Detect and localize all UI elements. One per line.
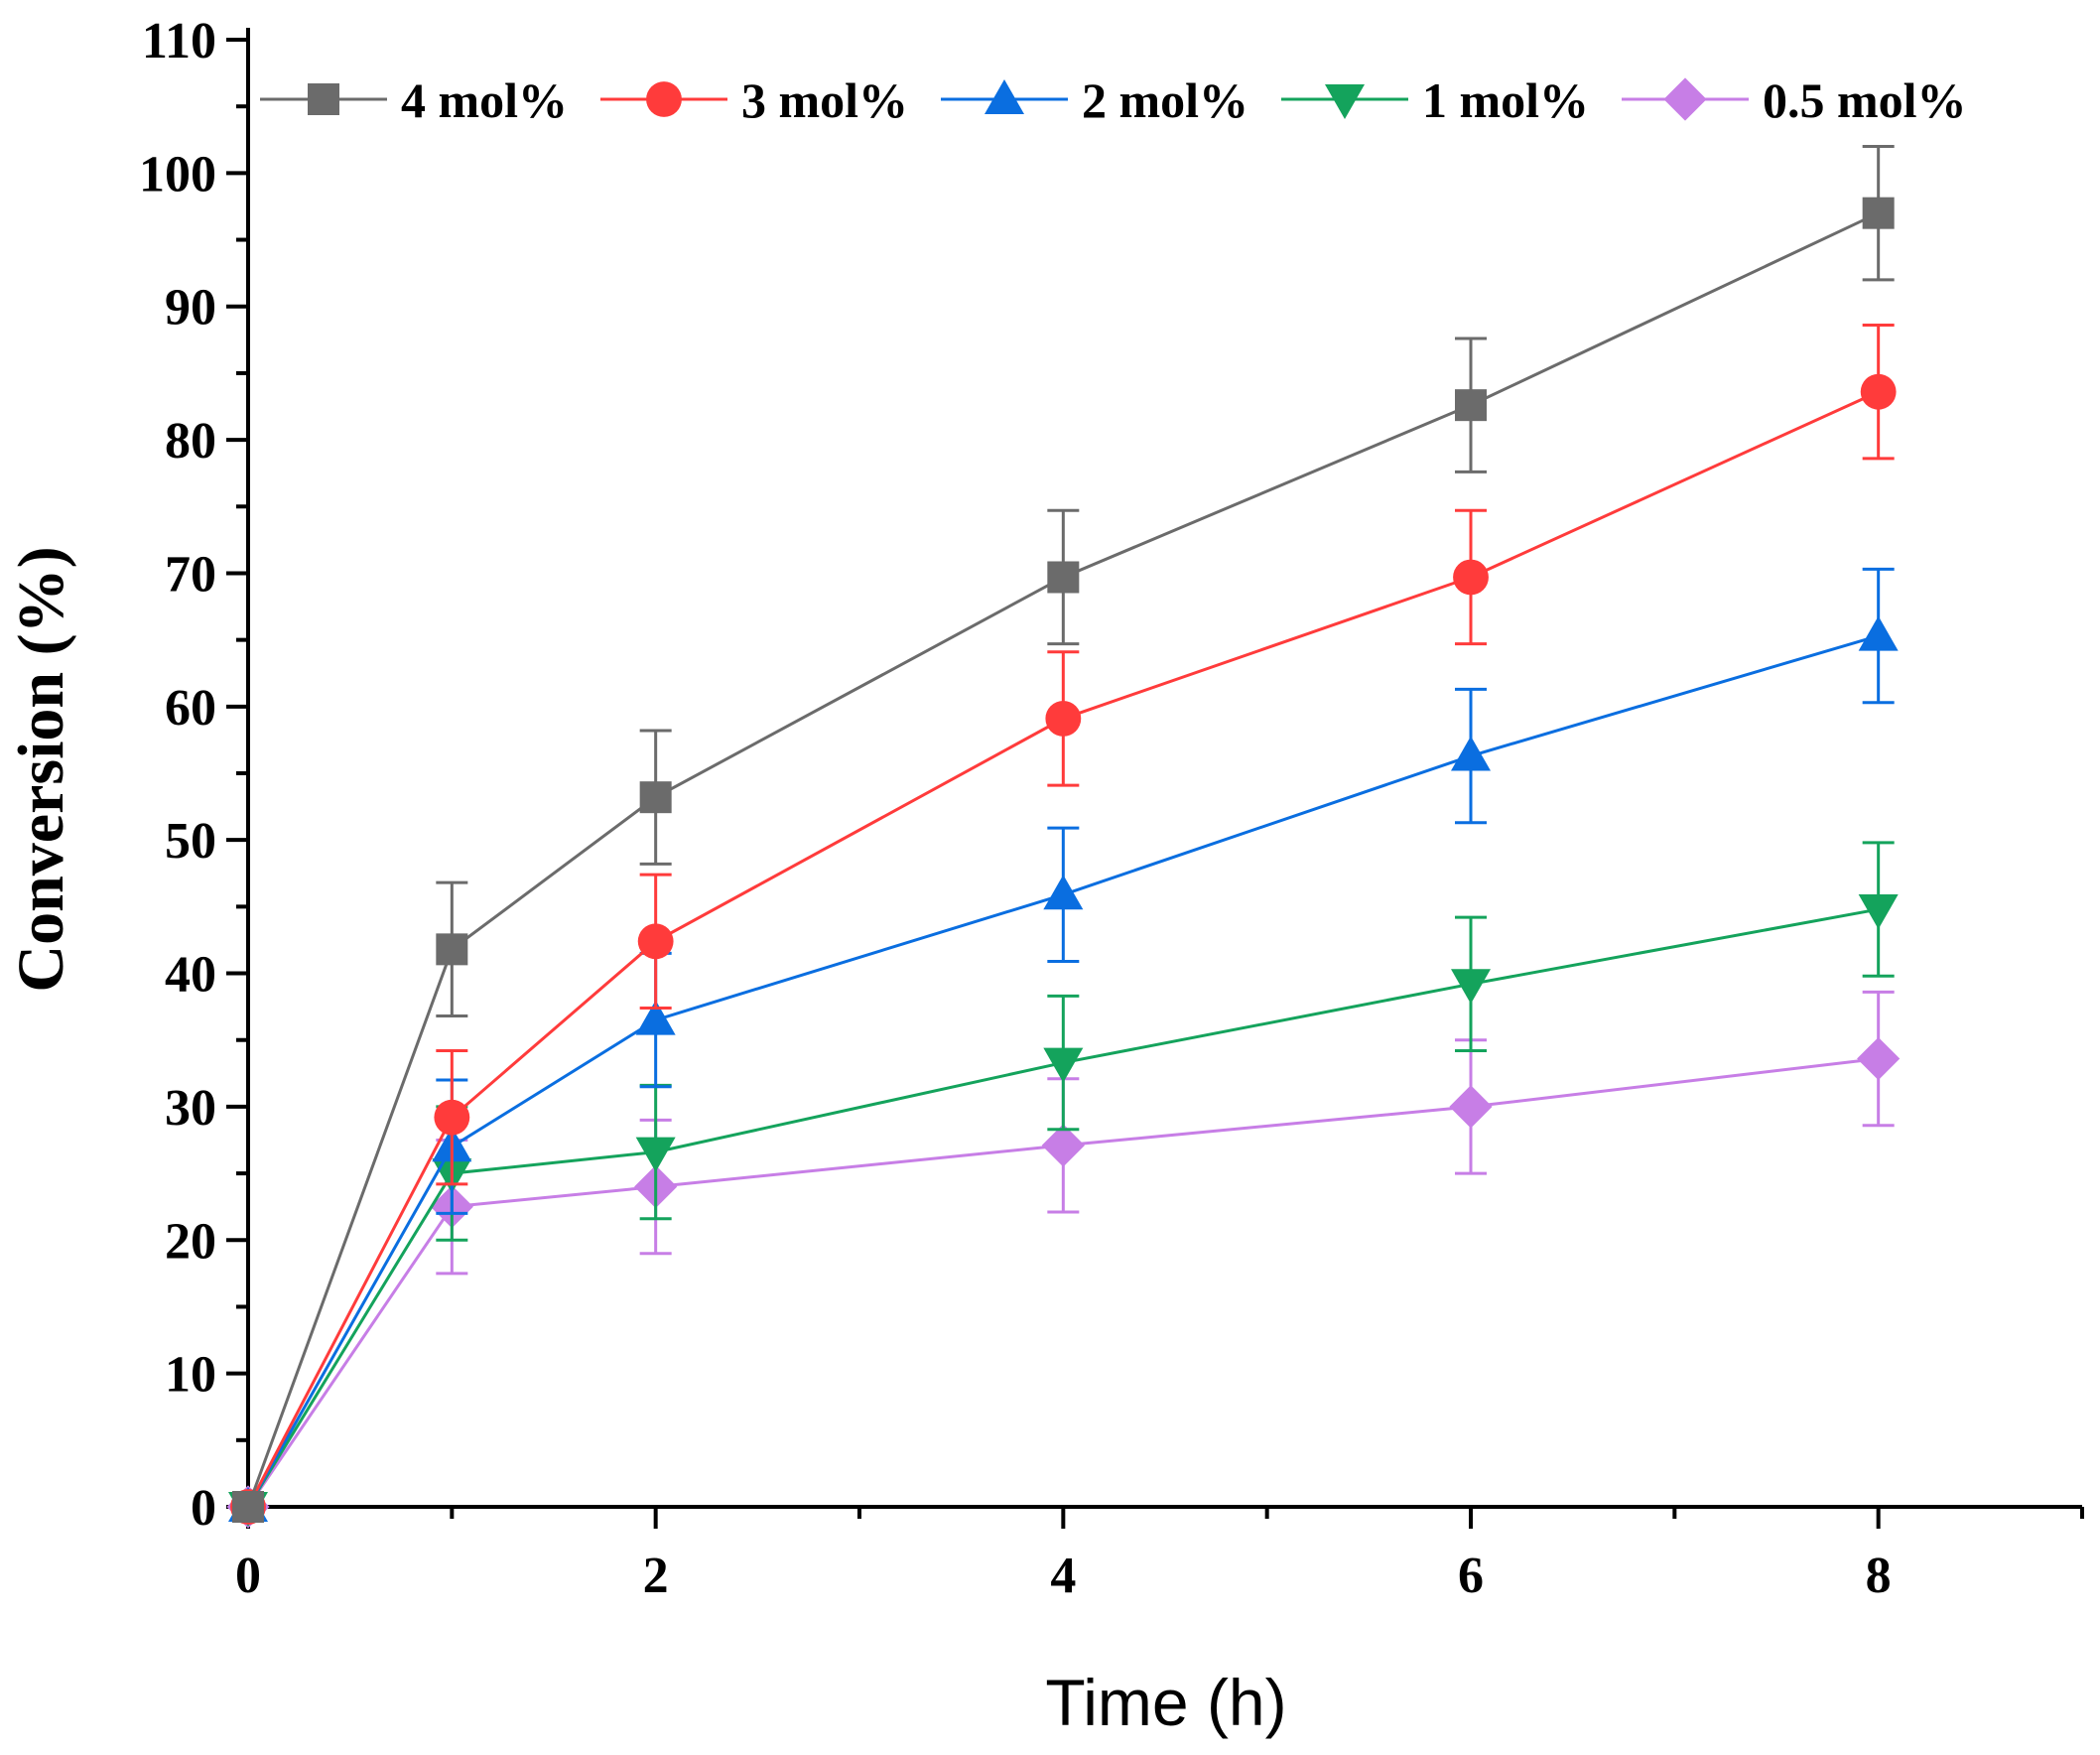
y-tick-label: 100: [139, 146, 216, 202]
y-tick-label: 90: [165, 280, 216, 337]
x-tick-label: 4: [1050, 1548, 1076, 1604]
data-point: [1453, 559, 1489, 596]
data-point: [1862, 197, 1895, 229]
y-tick-label: 70: [165, 546, 216, 603]
data-point: [1860, 373, 1897, 410]
data-point: [1858, 894, 1899, 930]
data-point: [1047, 561, 1080, 594]
y-tick-label: 10: [165, 1347, 216, 1404]
y-tick-labels: 0 10 20 30 40 50 60 70 80 90 100 110: [139, 13, 216, 1537]
data-point: [639, 781, 672, 814]
data-point: [1449, 1085, 1493, 1129]
data-point: [1043, 875, 1084, 910]
series-line: [246, 390, 1880, 1508]
legend-label: 2 mol%: [1082, 72, 1248, 128]
y-tick-label: 110: [142, 13, 216, 69]
x-axis-title: Time (h): [1045, 1666, 1286, 1739]
data-point: [1451, 736, 1491, 771]
data-point: [1041, 1124, 1085, 1167]
legend-label: 3 mol%: [741, 72, 908, 128]
legend-item: 0.5 mol%: [1622, 72, 1967, 128]
data-point: [1857, 1036, 1901, 1081]
legend: 4 mol% 3 mol% 2 mol% 1 mol% 0.5 mol%: [260, 72, 1967, 128]
data-point: [1858, 615, 1899, 651]
legend-label: 0.5 mol%: [1763, 72, 1967, 128]
data-point: [436, 933, 468, 966]
y-tick-label: 80: [165, 413, 216, 470]
series-line: [246, 907, 1879, 1508]
x-tick-label: 0: [235, 1548, 261, 1604]
series-4-mol-: [232, 144, 1895, 1523]
plot-area: [226, 144, 1901, 1529]
series-line: [246, 211, 1880, 1508]
y-tick-label: 0: [191, 1480, 216, 1537]
data-point: [308, 83, 339, 115]
x-tick-label: 8: [1866, 1548, 1892, 1604]
data-point: [434, 1099, 470, 1136]
legend-item: 3 mol%: [600, 72, 908, 128]
data-point: [1455, 389, 1487, 422]
data-point: [1663, 77, 1707, 121]
data-point: [1045, 700, 1082, 737]
x-tick-label: 2: [643, 1548, 669, 1604]
y-tick-label: 20: [165, 1213, 216, 1270]
y-tick-label: 40: [165, 947, 216, 1004]
data-point: [1451, 969, 1491, 1005]
legend-label: 1 mol%: [1422, 72, 1589, 128]
series-line: [246, 634, 1880, 1508]
data-point: [635, 1000, 676, 1035]
legend-item: 2 mol%: [941, 72, 1248, 128]
series-line: [246, 1057, 1879, 1508]
data-point: [637, 923, 674, 960]
y-tick-label: 60: [165, 680, 216, 737]
x-tick-labels: 0 2 4 6 8: [235, 1548, 1892, 1604]
series-0-5-mol-: [226, 990, 1901, 1529]
data-point: [1325, 84, 1365, 119]
y-tick-label: 30: [165, 1080, 216, 1137]
legend-label: 4 mol%: [401, 72, 568, 128]
y-axis-title: Conversion (%): [5, 546, 77, 992]
data-point: [1043, 1047, 1084, 1083]
y-tick-label: 50: [165, 813, 216, 870]
data-point: [635, 1137, 676, 1172]
data-point: [984, 79, 1024, 114]
legend-item: 1 mol%: [1281, 72, 1589, 128]
legend-item: 4 mol%: [260, 72, 568, 128]
axes: [226, 28, 2084, 1529]
data-point: [232, 1491, 264, 1523]
data-point: [646, 81, 682, 117]
x-tick-label: 6: [1458, 1548, 1484, 1604]
